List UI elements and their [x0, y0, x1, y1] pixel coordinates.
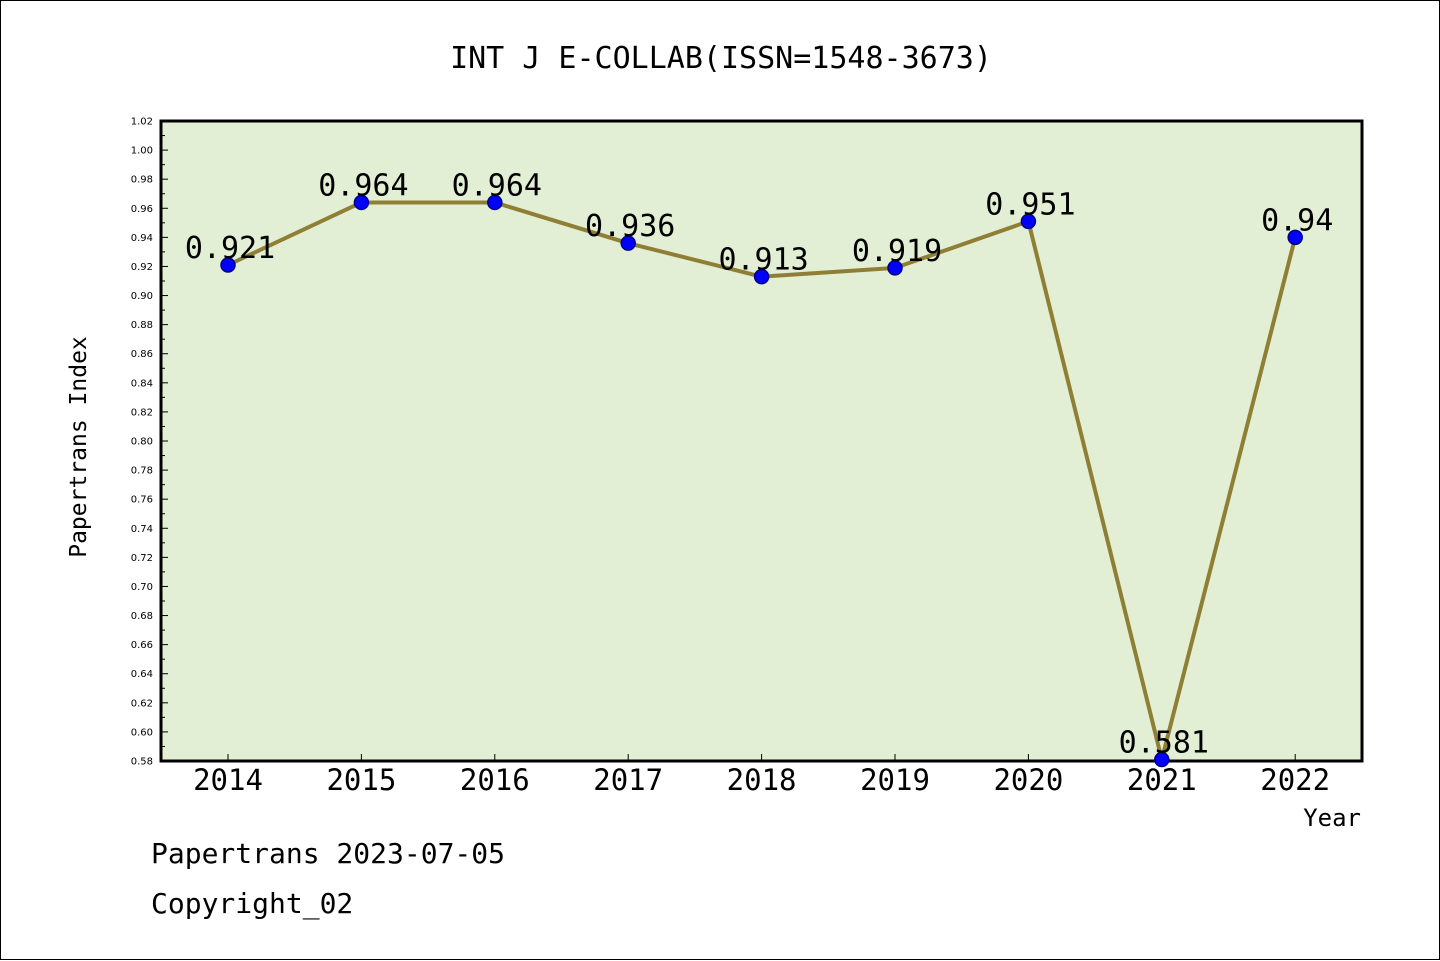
data-point: [353, 194, 370, 211]
y-tick-label: 0.90: [131, 291, 153, 302]
y-tick-label: 0.68: [131, 611, 153, 622]
data-label: 0.921: [185, 231, 275, 266]
data-point: [1154, 751, 1170, 768]
y-tick-label: 0.98: [131, 175, 153, 186]
data-point: [487, 194, 503, 211]
data-label: 0.581: [1119, 726, 1209, 761]
y-tick-label: 0.70: [131, 582, 153, 593]
data-point: [887, 260, 903, 276]
chart-title: INT J E-COLLAB(ISSN=1548-3673): [450, 41, 992, 76]
x-tick-label: 2014: [193, 763, 263, 797]
plot-area: [159, 119, 1364, 763]
data-point: [1020, 213, 1037, 230]
x-tick-label: 2019: [860, 763, 930, 797]
y-tick-label: 0.62: [131, 698, 153, 709]
x-tick-label: 2021: [1127, 763, 1197, 797]
y-tick-label: 1.02: [131, 117, 153, 128]
y-tick-label: 0.76: [131, 495, 153, 506]
data-label: 0.919: [852, 234, 942, 269]
y-tick-label: 0.94: [131, 233, 153, 244]
y-tick-label: 0.82: [131, 407, 153, 418]
data-label: 0.951: [985, 187, 1075, 222]
series: 0.921 0.964 0.964 0.936 0.913 0.919 0.951 0.581…: [185, 168, 1333, 768]
x-tick-label: 2017: [593, 763, 663, 797]
y-axis: 0.58 0.60 0.62 0.64 0.66 0.68 0.70 0.72 0.74 0.76…: [131, 117, 168, 768]
y-tick-label: 0.86: [131, 349, 153, 360]
y-tick-label: 0.92: [131, 262, 153, 273]
y-tick-label: 1.00: [131, 146, 153, 157]
y-tick-label: 0.84: [131, 378, 153, 389]
data-label: 0.964: [452, 168, 542, 203]
data-point: [753, 268, 770, 285]
x-tick-label: 2022: [1260, 763, 1330, 797]
y-tick-label: 0.58: [131, 757, 153, 768]
data-label: 0.94: [1261, 203, 1333, 238]
x-tick-label: 2018: [727, 763, 797, 797]
data-label: 0.913: [718, 243, 808, 278]
data-point: [620, 235, 636, 251]
footer-copyright: Copyright_02: [151, 887, 354, 920]
x-axis-label: Year: [1303, 804, 1361, 832]
y-tick-label: 0.80: [131, 437, 153, 448]
x-axis: 2014 2015 2016 2017 2018 2019 2020 2021 2022: [193, 754, 1330, 797]
y-tick-label: 0.72: [131, 553, 153, 564]
y-tick-label: 0.64: [131, 669, 153, 680]
x-tick-label: 2020: [993, 763, 1063, 797]
y-tick-label: 0.74: [131, 524, 153, 535]
y-tick-label: 0.66: [131, 640, 153, 651]
x-tick-label: 2016: [460, 763, 530, 797]
y-tick-label: 0.88: [131, 320, 153, 331]
data-label: 0.936: [585, 209, 675, 244]
y-tick-label: 0.60: [131, 727, 153, 738]
y-tick-label: 0.96: [131, 204, 153, 215]
data-point: [1287, 229, 1303, 246]
data-point: [220, 257, 236, 273]
x-tick-label: 2015: [326, 763, 396, 797]
y-tick-label: 0.78: [131, 466, 153, 477]
footer-date: Papertrans 2023-07-05: [151, 837, 506, 870]
y-axis-label: Papertrans Index: [66, 336, 92, 558]
data-label: 0.964: [318, 168, 408, 203]
